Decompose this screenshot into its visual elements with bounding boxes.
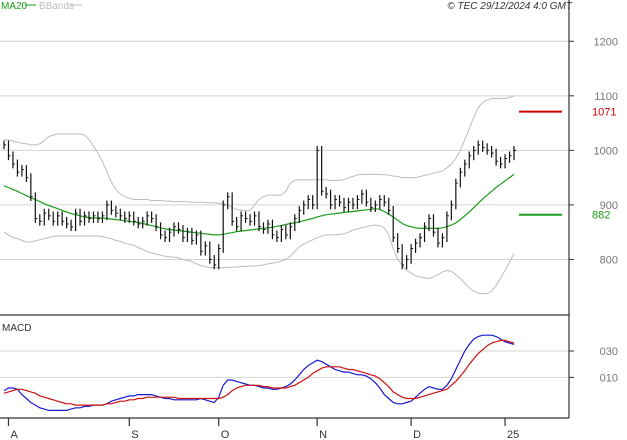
x-tick-label: D [413,429,421,440]
macd-lines [3,334,515,411]
macd-line [3,334,515,411]
copyright-text: © TEC 29/12/2024 4:0 GMT [447,1,573,12]
price-panel: 1071 882 800 900 1000 1100 1200 [0,36,618,295]
macd-panel: MACD 010 030 [0,314,618,411]
bbands-line [3,224,515,295]
price-y-tick-label: 900 [600,200,618,212]
signal-line [3,339,515,406]
price-y-tick-label: 800 [600,254,618,266]
macd-y-tick-label: 010 [600,372,618,384]
price-y-tick-label: 1100 [594,91,618,103]
chart-legend: MA20 BBands [1,1,82,12]
price-y-axis: 800 900 1000 1100 1200 [569,36,618,266]
macd-y-axis: 010 030 [569,346,618,384]
bbands-line [3,95,515,211]
support-label: 882 [592,210,610,222]
macd-title: MACD [2,323,31,334]
x-tick-label: S [131,429,138,440]
macd-grid [0,350,569,378]
x-tick-label: N [319,429,327,440]
price-bars [3,140,516,270]
x-axis: A S O N D 25 [7,418,519,440]
macd-y-tick-label: 030 [600,346,618,358]
bollinger-bands [3,95,515,295]
price-levels: 1071 882 [519,107,616,222]
x-tick-label: A [10,429,18,440]
x-tick-label: 25 [507,429,519,440]
resistance-label: 1071 [592,107,616,119]
price-y-tick-label: 1200 [594,36,618,48]
x-tick-label: O [221,429,230,440]
legend-ma20-label: MA20 [1,1,28,12]
price-grid [0,40,569,260]
price-y-tick-label: 1000 [594,145,618,157]
legend-bbands-label: BBands [39,1,74,12]
